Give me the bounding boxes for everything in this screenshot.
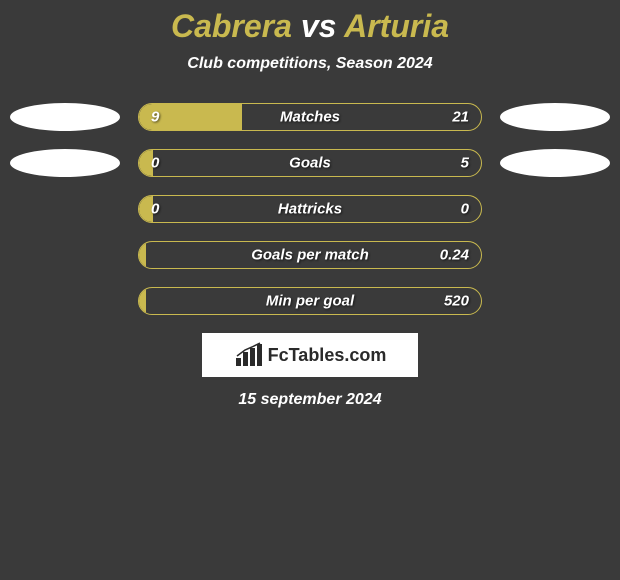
- bar-chart-icon: [234, 342, 264, 368]
- stat-left-value: 0: [151, 155, 159, 172]
- stat-right-value: 21: [452, 109, 469, 126]
- stat-row: Goals per match 0.24: [0, 241, 620, 269]
- stat-row: 0 Hattricks 0: [0, 195, 620, 223]
- stat-left-value: 0: [151, 201, 159, 218]
- right-ellipse-spacer: [500, 195, 610, 223]
- stat-right-value: 5: [461, 155, 469, 172]
- logo-text: FcTables.com: [268, 345, 387, 366]
- bars-container: 9 Matches 21 0 Goals 5 0 Hattricks 0 Goals per ma…: [0, 103, 620, 315]
- title-right-player: Arturia: [344, 8, 449, 44]
- right-logo-ellipse: [500, 149, 610, 177]
- left-ellipse-spacer: [10, 195, 120, 223]
- right-logo-ellipse: [500, 103, 610, 131]
- stat-row: 9 Matches 21: [0, 103, 620, 131]
- stat-label: Goals: [289, 155, 331, 172]
- stat-bar: Min per goal 520: [138, 287, 482, 315]
- left-logo-ellipse: [10, 103, 120, 131]
- left-ellipse-spacer: [10, 241, 120, 269]
- title-left-player: Cabrera: [171, 8, 292, 44]
- right-ellipse-spacer: [500, 287, 610, 315]
- stat-row: Min per goal 520: [0, 287, 620, 315]
- comparison-infographic: Cabrera vs Arturia Club competitions, Se…: [0, 0, 620, 409]
- stat-right-value: 520: [444, 293, 469, 310]
- left-ellipse-spacer: [10, 287, 120, 315]
- stat-bar-fill: [139, 242, 146, 268]
- subtitle: Club competitions, Season 2024: [0, 55, 620, 73]
- stat-bar: Goals per match 0.24: [138, 241, 482, 269]
- stat-label: Matches: [280, 109, 340, 126]
- stat-right-value: 0: [461, 201, 469, 218]
- title-vs: vs: [301, 8, 337, 44]
- right-ellipse-spacer: [500, 241, 610, 269]
- stat-left-value: 9: [151, 109, 159, 126]
- stat-right-value: 0.24: [440, 247, 469, 264]
- stat-label: Goals per match: [251, 247, 369, 264]
- stat-bar: 9 Matches 21: [138, 103, 482, 131]
- date-text: 15 september 2024: [0, 391, 620, 409]
- left-logo-ellipse: [10, 149, 120, 177]
- stat-bar-fill: [139, 288, 146, 314]
- stat-label: Min per goal: [266, 293, 354, 310]
- stat-bar: 0 Goals 5: [138, 149, 482, 177]
- logo-box: FcTables.com: [202, 333, 418, 377]
- stat-bar: 0 Hattricks 0: [138, 195, 482, 223]
- page-title: Cabrera vs Arturia: [0, 8, 620, 45]
- stat-row: 0 Goals 5: [0, 149, 620, 177]
- stat-label: Hattricks: [278, 201, 342, 218]
